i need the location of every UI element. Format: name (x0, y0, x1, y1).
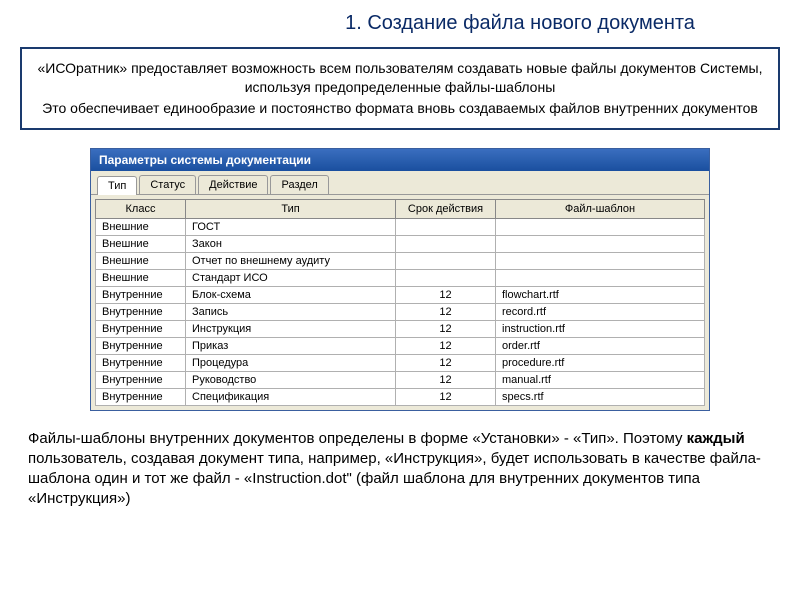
col-header-file[interactable]: Файл-шаблон (496, 199, 705, 218)
cell[interactable]: ГОСТ (186, 218, 396, 235)
cell[interactable]: Закон (186, 235, 396, 252)
cell[interactable]: 12 (396, 303, 496, 320)
table-row[interactable]: ВнешниеГОСТ (96, 218, 705, 235)
cell[interactable]: instruction.rtf (496, 320, 705, 337)
cell[interactable]: Инструкция (186, 320, 396, 337)
table-row[interactable]: ВнутренниеБлок-схема12flowchart.rtf (96, 286, 705, 303)
cell[interactable]: order.rtf (496, 337, 705, 354)
table-row[interactable]: ВнутренниеИнструкция12instruction.rtf (96, 320, 705, 337)
cell[interactable]: Внутренние (96, 371, 186, 388)
cell[interactable]: Внутренние (96, 388, 186, 405)
description-line-2: Это обеспечивает единообразие и постоянс… (36, 99, 764, 118)
cell[interactable]: Блок-схема (186, 286, 396, 303)
cell[interactable] (396, 269, 496, 286)
cell[interactable] (496, 252, 705, 269)
cell[interactable] (496, 218, 705, 235)
table-row[interactable]: ВнутренниеЗапись12record.rtf (96, 303, 705, 320)
cell[interactable]: Руководство (186, 371, 396, 388)
description-line-1: «ИСОратник» предоставляет возможность вс… (36, 59, 764, 97)
cell[interactable]: flowchart.rtf (496, 286, 705, 303)
cell[interactable]: 12 (396, 337, 496, 354)
cell[interactable]: Внешние (96, 269, 186, 286)
cell[interactable]: Запись (186, 303, 396, 320)
cell[interactable]: Внешние (96, 235, 186, 252)
cell[interactable]: 12 (396, 320, 496, 337)
window-titlebar: Параметры системы документации (91, 149, 709, 171)
cell[interactable] (396, 218, 496, 235)
tab-type[interactable]: Тип (97, 176, 137, 195)
table-row[interactable]: ВнешниеСтандарт ИСО (96, 269, 705, 286)
cell[interactable]: specs.rtf (496, 388, 705, 405)
cell[interactable] (396, 252, 496, 269)
cell[interactable]: Внутренние (96, 286, 186, 303)
cell[interactable]: Внутренние (96, 320, 186, 337)
cell[interactable]: Процедура (186, 354, 396, 371)
col-header-term[interactable]: Срок действия (396, 199, 496, 218)
description-box: «ИСОратник» предоставляет возможность вс… (20, 47, 780, 130)
cell[interactable] (496, 235, 705, 252)
cell[interactable]: Приказ (186, 337, 396, 354)
page-title: 1. Создание файла нового документа (240, 0, 800, 43)
table-row[interactable]: ВнешниеОтчет по внешнему аудиту (96, 252, 705, 269)
footer-part2: пользователь, создавая документ типа, на… (28, 450, 761, 508)
footer-text: Файлы-шаблоны внутренних документов опре… (28, 429, 772, 510)
cell[interactable]: Внешние (96, 252, 186, 269)
cell[interactable]: Отчет по внешнему аудиту (186, 252, 396, 269)
cell[interactable]: Внешние (96, 218, 186, 235)
cell[interactable]: Стандарт ИСО (186, 269, 396, 286)
cell[interactable]: procedure.rtf (496, 354, 705, 371)
grid-container: Класс Тип Срок действия Файл-шаблон Внеш… (91, 195, 709, 410)
footer-bold: каждый (687, 430, 745, 447)
table-row[interactable]: ВнутренниеПроцедура12procedure.rtf (96, 354, 705, 371)
cell[interactable]: 12 (396, 388, 496, 405)
cell[interactable]: Внутренние (96, 303, 186, 320)
cell[interactable]: record.rtf (496, 303, 705, 320)
col-header-class[interactable]: Класс (96, 199, 186, 218)
cell[interactable]: manual.rtf (496, 371, 705, 388)
app-window: Параметры системы документации Тип Стату… (90, 148, 710, 411)
cell[interactable]: Внутренние (96, 354, 186, 371)
cell[interactable]: Внутренние (96, 337, 186, 354)
grid-header-row: Класс Тип Срок действия Файл-шаблон (96, 199, 705, 218)
cell[interactable]: 12 (396, 354, 496, 371)
cell[interactable]: 12 (396, 286, 496, 303)
table-row[interactable]: ВнутренниеСпецификация12specs.rtf (96, 388, 705, 405)
tab-section[interactable]: Раздел (270, 175, 328, 194)
tab-status[interactable]: Статус (139, 175, 196, 194)
col-header-type[interactable]: Тип (186, 199, 396, 218)
footer-part1: Файлы-шаблоны внутренних документов опре… (28, 430, 687, 447)
cell[interactable] (396, 235, 496, 252)
tab-bar: Тип Статус Действие Раздел (91, 171, 709, 195)
cell[interactable] (496, 269, 705, 286)
table-row[interactable]: ВнешниеЗакон (96, 235, 705, 252)
table-row[interactable]: ВнутренниеПриказ12order.rtf (96, 337, 705, 354)
cell[interactable]: 12 (396, 371, 496, 388)
table-row[interactable]: ВнутренниеРуководство12manual.rtf (96, 371, 705, 388)
data-grid[interactable]: Класс Тип Срок действия Файл-шаблон Внеш… (95, 199, 705, 406)
tab-action[interactable]: Действие (198, 175, 268, 194)
cell[interactable]: Спецификация (186, 388, 396, 405)
